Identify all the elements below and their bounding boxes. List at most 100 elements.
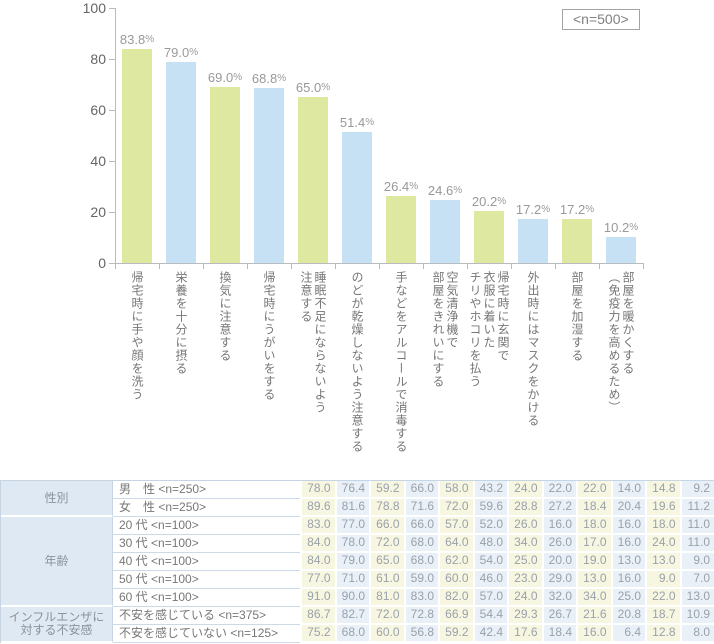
table-value-cell: 18.0 bbox=[645, 517, 680, 535]
table-row-label: 30 代 <n=100> bbox=[113, 535, 300, 553]
table-row-label: 60 代 <n=100> bbox=[113, 589, 300, 607]
table-group-cell: 性別 bbox=[1, 481, 113, 517]
table-value-cell: 24.0 bbox=[507, 481, 542, 499]
percent-sign: % bbox=[629, 221, 639, 233]
bar-value-label: 24.6% bbox=[427, 183, 463, 199]
table-value-cell: 13.0 bbox=[679, 589, 714, 607]
table-value-cell: 54.4 bbox=[472, 607, 507, 625]
table-value-cell: 26.0 bbox=[507, 517, 542, 535]
y-axis-tick-label: 40 bbox=[90, 153, 106, 169]
table-value-cell: 83.0 bbox=[300, 517, 335, 535]
x-axis-tick bbox=[555, 263, 556, 269]
table-value-cell: 76.4 bbox=[334, 481, 369, 499]
table-value-cell: 83.0 bbox=[403, 589, 438, 607]
table-value-cell: 79.0 bbox=[334, 553, 369, 571]
table-value-cell: 48.0 bbox=[472, 535, 507, 553]
table-value-cell: 13.0 bbox=[645, 553, 680, 571]
bar-value-label: 68.8% bbox=[251, 70, 287, 86]
category-label: 栄養を十分に摂る bbox=[174, 271, 188, 375]
x-axis-tick bbox=[599, 263, 600, 269]
table-value-cell: 84.0 bbox=[300, 535, 335, 553]
table-value-cell: 34.0 bbox=[507, 535, 542, 553]
percent-sign: % bbox=[453, 185, 463, 197]
table-value-cell: 60.0 bbox=[369, 625, 404, 643]
table-value-cell: 18.4 bbox=[541, 625, 576, 643]
table-value-cell: 66.0 bbox=[403, 481, 438, 499]
table-value-cell: 56.8 bbox=[403, 625, 438, 643]
table-value-cell: 71.0 bbox=[334, 571, 369, 589]
bar bbox=[342, 131, 372, 263]
table-value-cell: 7.0 bbox=[679, 571, 714, 589]
bar-value-label: 20.2% bbox=[471, 194, 507, 210]
percent-sign: % bbox=[497, 196, 507, 208]
table-value-cell: 71.6 bbox=[403, 499, 438, 517]
sample-size-badge: <n=500> bbox=[562, 9, 640, 30]
table-value-cell: 18.0 bbox=[576, 517, 611, 535]
y-axis-tick-label: 20 bbox=[90, 204, 106, 220]
table-value-cell: 9.2 bbox=[679, 481, 714, 499]
table-value-cell: 6.4 bbox=[610, 625, 645, 643]
table-value-cell: 21.6 bbox=[576, 607, 611, 625]
category-label: 空気清浄機で 部屋をきれいにする bbox=[431, 271, 459, 388]
table-value-cell: 65.0 bbox=[369, 553, 404, 571]
table-value-cell: 43.2 bbox=[472, 481, 507, 499]
x-axis-tick bbox=[643, 263, 644, 269]
percent-sign: % bbox=[189, 46, 199, 58]
table-value-cell: 72.0 bbox=[438, 499, 473, 517]
percent-sign: % bbox=[585, 204, 595, 216]
y-axis-tick-label: 80 bbox=[90, 51, 106, 67]
table-value-cell: 17.6 bbox=[507, 625, 542, 643]
bar bbox=[386, 195, 416, 263]
table-value-cell: 90.0 bbox=[334, 589, 369, 607]
table-value-cell: 60.0 bbox=[438, 571, 473, 589]
table-value-cell: 13.0 bbox=[576, 571, 611, 589]
table-value-cell: 26.7 bbox=[541, 607, 576, 625]
percent-sign: % bbox=[233, 72, 243, 84]
y-axis-tick bbox=[109, 263, 115, 264]
table-value-cell: 11.0 bbox=[679, 517, 714, 535]
table-value-cell: 29.3 bbox=[507, 607, 542, 625]
table-value-cell: 22.0 bbox=[645, 589, 680, 607]
table-value-cell: 16.0 bbox=[576, 625, 611, 643]
table-value-cell: 78.0 bbox=[300, 481, 335, 499]
category-label: 部屋を加湿する bbox=[570, 271, 584, 362]
bar-value-label: 83.8% bbox=[119, 32, 155, 48]
table-value-cell: 9.0 bbox=[645, 571, 680, 589]
table-group-cell: インフルエンザに 対する不安感 bbox=[1, 607, 113, 643]
bar bbox=[166, 61, 196, 263]
bar-value-label: 10.2% bbox=[603, 219, 639, 235]
y-axis-tick bbox=[109, 8, 115, 9]
percent-sign: % bbox=[541, 204, 551, 216]
y-axis-tick bbox=[109, 212, 115, 213]
table-value-cell: 81.0 bbox=[369, 589, 404, 607]
x-axis-tick bbox=[467, 263, 468, 269]
table-value-cell: 52.0 bbox=[472, 517, 507, 535]
table-value-cell: 26.0 bbox=[541, 535, 576, 553]
table-value-cell: 11.0 bbox=[679, 535, 714, 553]
percent-sign: % bbox=[145, 34, 155, 46]
table-value-cell: 82.7 bbox=[334, 607, 369, 625]
table-row-label: 不安を感じている <n=375> bbox=[113, 607, 300, 625]
table-value-cell: 16.0 bbox=[610, 535, 645, 553]
bar bbox=[254, 87, 284, 263]
table-value-cell: 78.8 bbox=[369, 499, 404, 517]
table-value-cell: 34.0 bbox=[576, 589, 611, 607]
table-value-cell: 10.9 bbox=[679, 607, 714, 625]
table-value-cell: 23.0 bbox=[507, 571, 542, 589]
table-value-cell: 54.0 bbox=[472, 553, 507, 571]
table-row-label: 40 代 <n=100> bbox=[113, 553, 300, 571]
table-value-cell: 68.0 bbox=[403, 535, 438, 553]
percent-sign: % bbox=[365, 116, 375, 128]
category-label: 帰宅時にうがいをする bbox=[262, 271, 276, 401]
category-label: 手などをアルコールで消毒する bbox=[394, 271, 408, 453]
bar bbox=[518, 219, 548, 263]
table-value-cell: 57.0 bbox=[438, 517, 473, 535]
bar-value-label: 65.0% bbox=[295, 80, 331, 96]
percent-sign: % bbox=[277, 72, 287, 84]
crosstab-table: 性別男 性 <n=250> 78.0 76.4 59.2 66.0 58.0 43.2 24.… bbox=[0, 480, 714, 643]
bar-value-label: 51.4% bbox=[339, 114, 375, 130]
bar bbox=[298, 97, 328, 263]
table-value-cell: 59.2 bbox=[438, 625, 473, 643]
table-value-cell: 18.7 bbox=[645, 607, 680, 625]
table-value-cell: 66.0 bbox=[403, 517, 438, 535]
